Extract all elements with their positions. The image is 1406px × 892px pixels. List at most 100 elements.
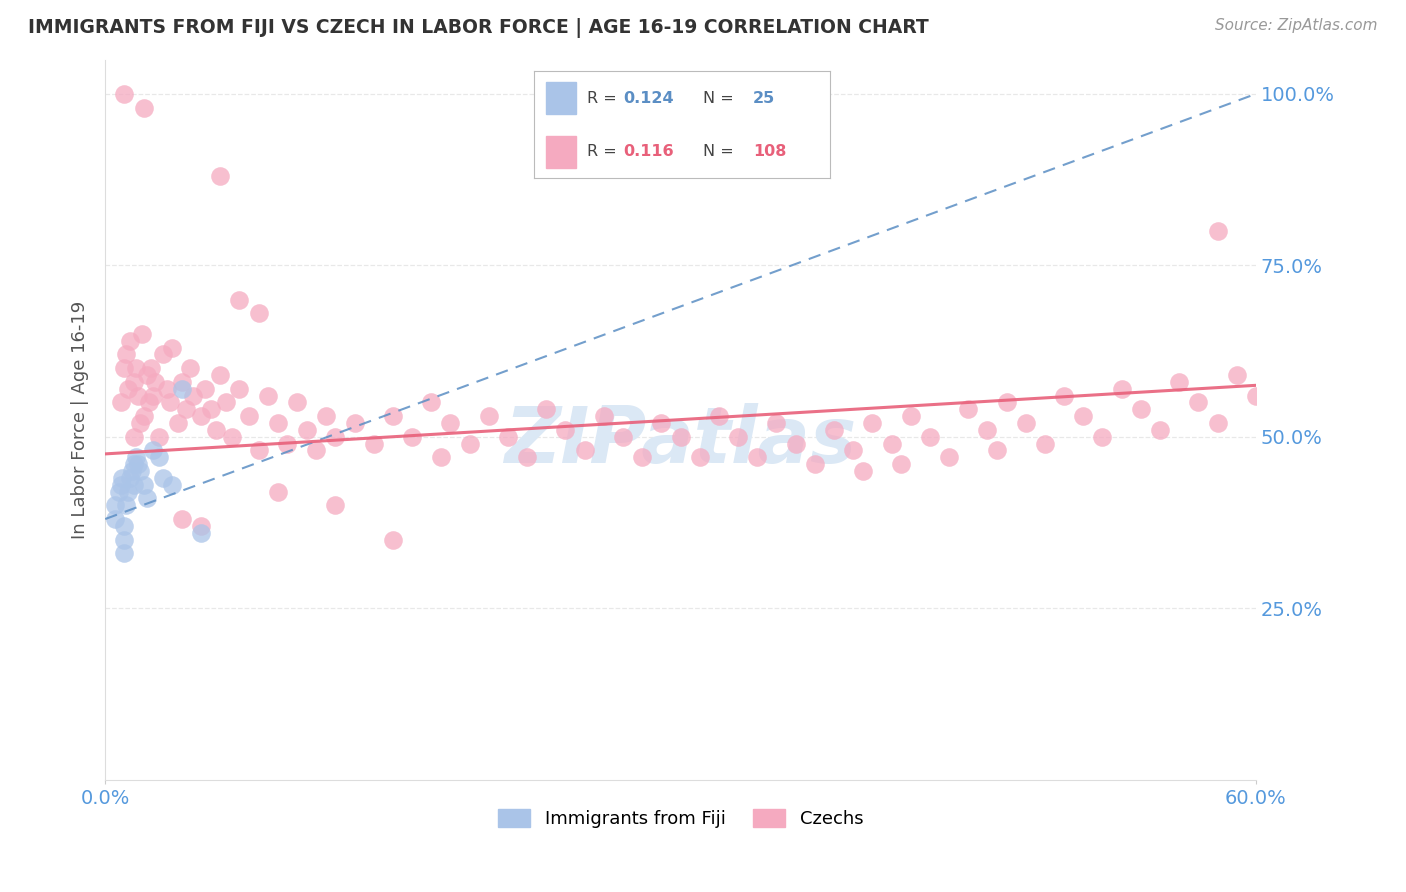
- Point: [170, 512, 193, 526]
- Point: [136, 368, 159, 382]
- Point: [221, 430, 243, 444]
- Point: [112, 519, 135, 533]
- Text: 0.124: 0.124: [623, 91, 673, 105]
- Point: [209, 368, 232, 382]
- Point: [174, 402, 197, 417]
- Point: [890, 457, 912, 471]
- Point: [125, 450, 148, 465]
- Point: [315, 409, 337, 424]
- Point: [1091, 430, 1114, 444]
- Text: 108: 108: [752, 145, 786, 159]
- Point: [132, 101, 155, 115]
- Point: [120, 334, 142, 348]
- Point: [138, 395, 160, 409]
- Point: [148, 450, 170, 465]
- Point: [1226, 368, 1249, 382]
- Point: [325, 430, 347, 444]
- Point: [127, 389, 149, 403]
- Point: [143, 375, 166, 389]
- Point: [141, 361, 163, 376]
- Point: [122, 375, 145, 389]
- Point: [115, 347, 138, 361]
- Point: [976, 423, 998, 437]
- Point: [136, 491, 159, 506]
- Point: [104, 512, 127, 526]
- Point: [938, 450, 960, 465]
- Point: [110, 395, 132, 409]
- Point: [127, 457, 149, 471]
- Point: [516, 450, 538, 465]
- Point: [152, 471, 174, 485]
- Point: [128, 416, 150, 430]
- Point: [125, 361, 148, 376]
- Point: [104, 499, 127, 513]
- Point: [247, 306, 270, 320]
- Point: [747, 450, 769, 465]
- Point: [132, 409, 155, 424]
- Point: [117, 382, 139, 396]
- Point: [592, 409, 614, 424]
- Text: 0.116: 0.116: [623, 145, 673, 159]
- Point: [1015, 416, 1038, 430]
- Point: [860, 416, 883, 430]
- Point: [170, 375, 193, 389]
- Point: [148, 430, 170, 444]
- Point: [295, 423, 318, 437]
- Point: [669, 430, 692, 444]
- Point: [162, 341, 184, 355]
- Point: [162, 477, 184, 491]
- Point: [159, 395, 181, 409]
- Point: [190, 525, 212, 540]
- Bar: [546, 136, 575, 168]
- Point: [631, 450, 654, 465]
- Point: [142, 443, 165, 458]
- Point: [194, 382, 217, 396]
- Point: [1168, 375, 1191, 389]
- Bar: [546, 82, 575, 114]
- Point: [478, 409, 501, 424]
- Y-axis label: In Labor Force | Age 16-19: In Labor Force | Age 16-19: [72, 301, 89, 539]
- Point: [112, 361, 135, 376]
- Point: [190, 519, 212, 533]
- Point: [228, 382, 250, 396]
- Point: [689, 450, 711, 465]
- Point: [823, 423, 845, 437]
- Point: [804, 457, 827, 471]
- Text: 25: 25: [752, 91, 775, 105]
- Point: [276, 436, 298, 450]
- Text: Source: ZipAtlas.com: Source: ZipAtlas.com: [1215, 18, 1378, 33]
- Point: [183, 389, 205, 403]
- Text: N =: N =: [703, 91, 734, 105]
- Point: [785, 436, 807, 450]
- Point: [1111, 382, 1133, 396]
- Point: [121, 464, 143, 478]
- Point: [1071, 409, 1094, 424]
- Point: [122, 430, 145, 444]
- Text: R =: R =: [588, 145, 617, 159]
- Text: N =: N =: [703, 145, 734, 159]
- Point: [131, 326, 153, 341]
- Point: [1244, 389, 1267, 403]
- Point: [112, 546, 135, 560]
- Point: [401, 430, 423, 444]
- Point: [439, 416, 461, 430]
- Point: [381, 533, 404, 547]
- Point: [111, 471, 134, 485]
- Point: [305, 443, 328, 458]
- Point: [200, 402, 222, 417]
- Point: [167, 416, 190, 430]
- Point: [612, 430, 634, 444]
- Point: [918, 430, 941, 444]
- Point: [554, 423, 576, 437]
- Point: [117, 484, 139, 499]
- Point: [852, 464, 875, 478]
- Point: [267, 484, 290, 499]
- Point: [430, 450, 453, 465]
- Point: [115, 499, 138, 513]
- Point: [707, 409, 730, 424]
- Point: [727, 430, 749, 444]
- Point: [179, 361, 201, 376]
- Point: [1053, 389, 1076, 403]
- Point: [120, 471, 142, 485]
- Point: [228, 293, 250, 307]
